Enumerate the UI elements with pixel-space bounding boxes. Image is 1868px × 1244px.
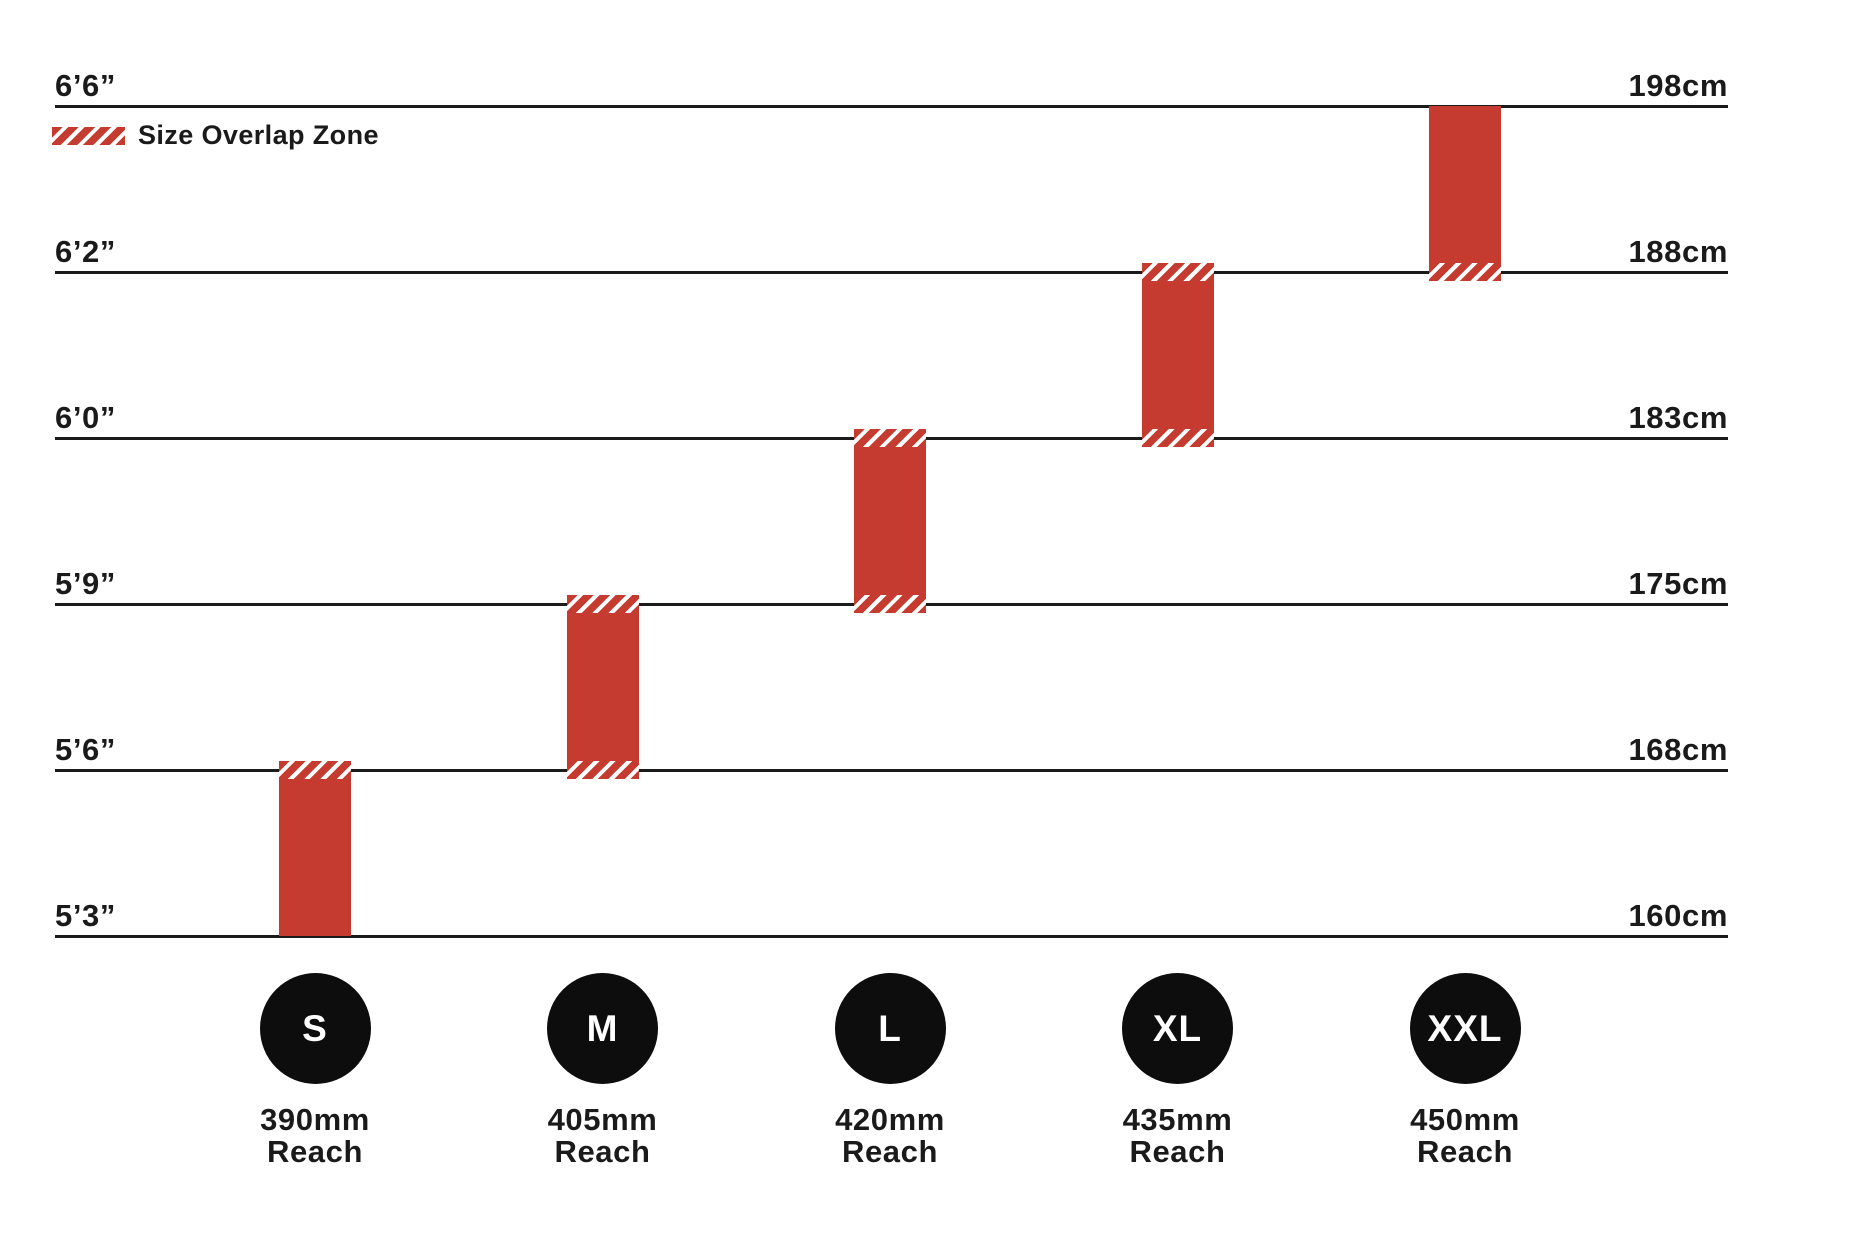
legend: Size Overlap Zone — [52, 122, 379, 149]
reach-label-XL: 435mm Reach — [1028, 1104, 1328, 1168]
height-label-cm-183: 183cm — [1628, 400, 1728, 435]
reach-value-XL: 435mm — [1122, 1102, 1233, 1137]
size-circle-label-M: M — [586, 1007, 619, 1049]
size-circle-XXL: XXL — [1409, 973, 1521, 1084]
height-label-ft-183: 6’0” — [55, 400, 116, 435]
size-circle-label-XL: XL — [1152, 1007, 1203, 1049]
size-circle-label-L: L — [878, 1007, 902, 1049]
reach-value-XXL: 450mm — [1410, 1102, 1520, 1137]
overlap-hatch-top-L — [854, 429, 926, 447]
overlap-hatch-bottom-M — [566, 761, 639, 779]
size-circle-L: L — [834, 973, 946, 1084]
overlap-hatch-bottom-XXL — [1429, 263, 1501, 281]
size-circle-label-XXL: XXL — [1427, 1007, 1503, 1049]
size-circle-label-S: S — [302, 1007, 328, 1049]
height-label-cm-175: 175cm — [1628, 566, 1728, 601]
reach-value-L: 420mm — [835, 1102, 945, 1137]
overlap-hatch-top-S — [279, 761, 351, 779]
overlap-zone-swatch-icon — [52, 126, 125, 145]
reach-caption-XXL: Reach — [1416, 1134, 1514, 1169]
reach-label-L: 420mm Reach — [740, 1104, 1040, 1168]
overlap-hatch-top-M — [566, 595, 639, 613]
size-bar-XXL — [1429, 106, 1501, 281]
size-bar-XL — [1141, 263, 1214, 447]
height-line-188cm — [55, 270, 1728, 274]
reach-value-S: 390mm — [260, 1102, 370, 1137]
height-label-ft-188: 6’2” — [55, 234, 116, 269]
reach-caption-S: Reach — [266, 1134, 364, 1169]
reach-label-XXL: 450mm Reach — [1315, 1104, 1615, 1168]
overlap-hatch-top-XL — [1141, 263, 1214, 281]
overlap-hatch-bottom-L — [854, 595, 926, 613]
height-line-168cm — [55, 768, 1728, 772]
size-circle-XL: XL — [1122, 973, 1233, 1084]
height-label-ft-198: 6’6” — [55, 68, 116, 103]
height-line-198cm — [55, 104, 1728, 108]
reach-label-S: 390mm Reach — [165, 1104, 465, 1168]
height-label-cm-198: 198cm — [1628, 68, 1728, 103]
legend-label: Size Overlap Zone — [138, 120, 379, 150]
size-bar-M — [566, 595, 639, 779]
height-label-cm-188: 188cm — [1628, 234, 1728, 269]
reach-value-M: 405mm — [547, 1102, 658, 1137]
height-label-cm-160: 160cm — [1628, 898, 1728, 933]
height-label-cm-168: 168cm — [1628, 732, 1728, 767]
reach-caption-XL: Reach — [1129, 1134, 1226, 1169]
height-label-ft-175: 5’9” — [55, 566, 116, 601]
size-circle-M: M — [547, 973, 658, 1084]
overlap-hatch-bottom-XL — [1141, 429, 1214, 447]
height-line-160cm — [55, 934, 1728, 938]
reach-caption-L: Reach — [841, 1134, 939, 1169]
size-circle-S: S — [259, 973, 371, 1084]
size-bar-S — [279, 761, 351, 936]
reach-caption-M: Reach — [554, 1134, 651, 1169]
size-bar-L — [854, 429, 926, 613]
height-label-ft-160: 5’3” — [55, 898, 116, 933]
height-label-ft-168: 5’6” — [55, 732, 116, 767]
reach-label-M: 405mm Reach — [453, 1104, 753, 1168]
